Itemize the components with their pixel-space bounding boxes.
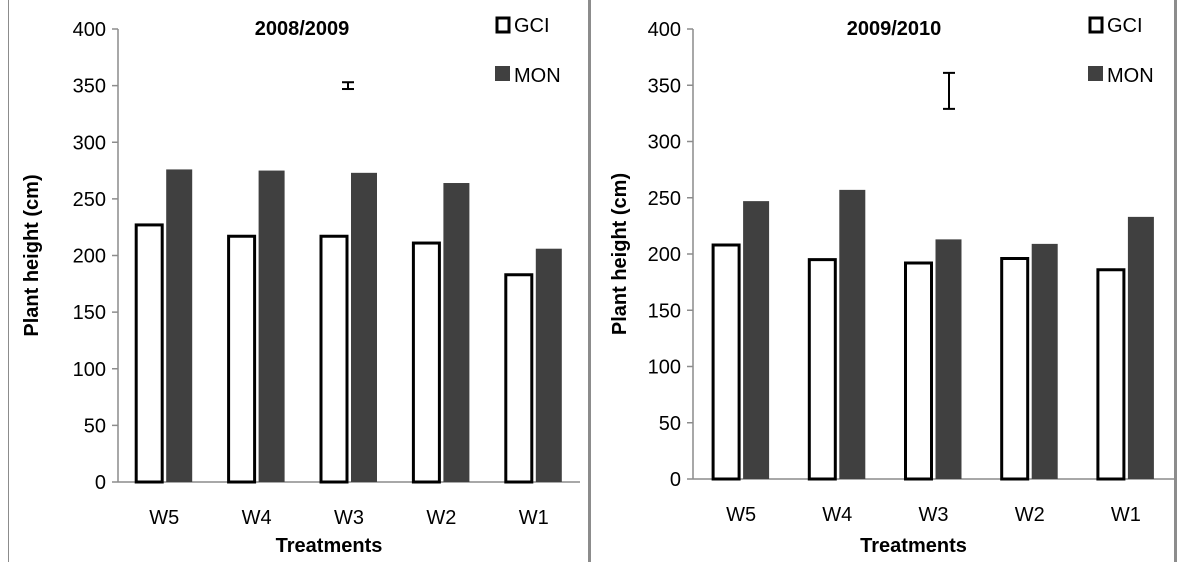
bar-chart-2009-2010: 0 50 100 150 200 250 300 350 400 W5 W4 W3 W2 W1 2009/2… bbox=[609, 15, 1174, 557]
x-tick-label: W3 bbox=[919, 504, 949, 526]
bar-gci-w4 bbox=[807, 258, 837, 481]
bar-mon-w2 bbox=[443, 183, 470, 482]
y-tick-label: 350 bbox=[73, 76, 106, 98]
x-axis-label: Treatments bbox=[860, 535, 967, 557]
legend-swatch-gci bbox=[1088, 16, 1104, 34]
y-tick-label: 400 bbox=[648, 19, 681, 41]
y-tick-label: 400 bbox=[73, 19, 106, 41]
bar-gci-w1 bbox=[504, 273, 534, 484]
panel-divider bbox=[588, 0, 591, 562]
y-tick-label: 200 bbox=[73, 246, 106, 268]
legend-swatch-gci bbox=[495, 16, 511, 34]
x-axis-label: Treatments bbox=[276, 535, 383, 557]
y-axis-label: Plant height (cm) bbox=[609, 173, 631, 335]
x-tick-label: W4 bbox=[242, 507, 272, 529]
y-tick-label: 150 bbox=[73, 302, 106, 324]
bar-gci-w2 bbox=[1000, 257, 1030, 481]
bar-mon-w5 bbox=[743, 201, 770, 479]
x-tick-label: W4 bbox=[822, 504, 852, 526]
y-tick-label: 250 bbox=[648, 188, 681, 210]
legend-swatch-mon bbox=[495, 66, 510, 81]
y-tick-label: 50 bbox=[659, 413, 681, 435]
chart-right-border bbox=[1174, 0, 1177, 562]
legend-label-gci: GCI bbox=[514, 15, 550, 37]
bar-mon-w4 bbox=[258, 170, 285, 482]
y-tick-label: 0 bbox=[95, 472, 106, 494]
bar-gci-w2 bbox=[411, 241, 441, 484]
chart-left-border bbox=[8, 0, 9, 562]
bar-chart-2008-2009: 0 50 100 150 200 250 300 350 400 W5 W4 W3 W2 W1 2008/2… bbox=[21, 15, 580, 557]
y-axis-label: Plant height (cm) bbox=[21, 174, 43, 336]
legend-swatch-mon bbox=[1088, 66, 1103, 81]
y-tick-label: 250 bbox=[73, 189, 106, 211]
bar-mon-w3 bbox=[351, 172, 377, 482]
y-tick-label: 300 bbox=[73, 132, 106, 154]
bar-mon-w3 bbox=[935, 239, 962, 479]
y-tick-label: 200 bbox=[648, 244, 681, 266]
y-tick-label: 100 bbox=[73, 359, 106, 381]
bar-gci-w5 bbox=[711, 243, 741, 481]
y-tick-label: 350 bbox=[648, 75, 681, 97]
chart-title: 2008/2009 bbox=[255, 18, 350, 40]
bar-mon-w4 bbox=[839, 189, 866, 479]
bar-gci-w3 bbox=[319, 234, 349, 484]
bar-gci-w3 bbox=[904, 261, 933, 481]
chart-panel-2008-2009: 0 50 100 150 200 250 300 350 400 W5 W4 W3 W2 W1 2008/2… bbox=[21, 15, 580, 557]
bar-gci-w5 bbox=[134, 223, 164, 484]
x-tick-label: W5 bbox=[726, 504, 756, 526]
bar-gci-w4 bbox=[227, 234, 257, 484]
x-tick-label: W2 bbox=[426, 507, 456, 529]
y-tick-label: 0 bbox=[670, 469, 681, 491]
bar-mon-w5 bbox=[166, 169, 193, 482]
y-tick-label: 300 bbox=[648, 132, 681, 154]
chart-title: 2009/2010 bbox=[847, 18, 942, 40]
legend-label-mon: MON bbox=[1107, 65, 1154, 87]
x-tick-label: W1 bbox=[519, 507, 549, 529]
bar-mon-w2 bbox=[1031, 243, 1058, 479]
chart-panel-2009-2010: 0 50 100 150 200 250 300 350 400 W5 W4 W3 W2 W1 2009/2… bbox=[589, 0, 1177, 562]
bar-gci-w1 bbox=[1096, 268, 1126, 481]
x-tick-label: W1 bbox=[1111, 504, 1141, 526]
y-tick-label: 100 bbox=[648, 357, 681, 379]
bar-mon-w1 bbox=[535, 248, 562, 482]
x-tick-label: W2 bbox=[1015, 504, 1045, 526]
bar-mon-w1 bbox=[1127, 216, 1154, 479]
y-tick-label: 50 bbox=[84, 415, 106, 437]
x-tick-label: W5 bbox=[149, 507, 179, 529]
x-tick-label: W3 bbox=[334, 507, 364, 529]
legend-label-mon: MON bbox=[514, 65, 561, 87]
y-tick-label: 150 bbox=[648, 300, 681, 322]
legend-label-gci: GCI bbox=[1107, 15, 1143, 37]
